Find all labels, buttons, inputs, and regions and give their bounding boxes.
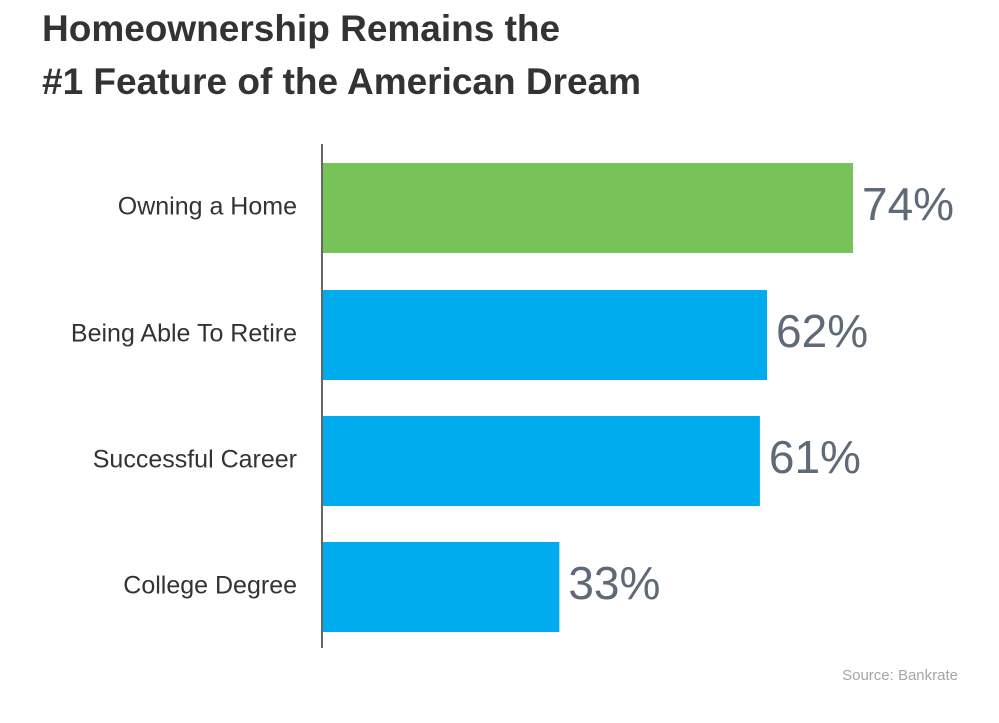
chart-title-line-1: Homeownership Remains the [42, 8, 561, 49]
value-label-1: 62% [776, 305, 868, 357]
bars-group [323, 163, 853, 632]
category-labels-group: Owning a Home Being Able To Retire Success… [71, 193, 297, 600]
bar-0 [323, 163, 853, 253]
chart-title-line-2: #1 Feature of the American Dream [42, 61, 642, 102]
category-label-1: Being Able To Retire [71, 320, 297, 348]
bar-2 [323, 416, 760, 506]
category-label-2: Successful Career [93, 446, 297, 474]
source-note: Source: Bankrate [842, 667, 958, 684]
bar-3 [323, 542, 560, 632]
chart-title: Homeownership Remains the #1 Feature of … [42, 2, 942, 108]
value-labels-group: 74% 62% 61% 33% [568, 178, 954, 609]
value-label-0: 74% [862, 178, 954, 230]
bar-1 [323, 290, 768, 380]
value-label-2: 61% [769, 431, 861, 483]
category-label-3: College Degree [123, 572, 297, 600]
value-label-3: 33% [568, 557, 660, 609]
category-label-0: Owning a Home [118, 193, 297, 221]
